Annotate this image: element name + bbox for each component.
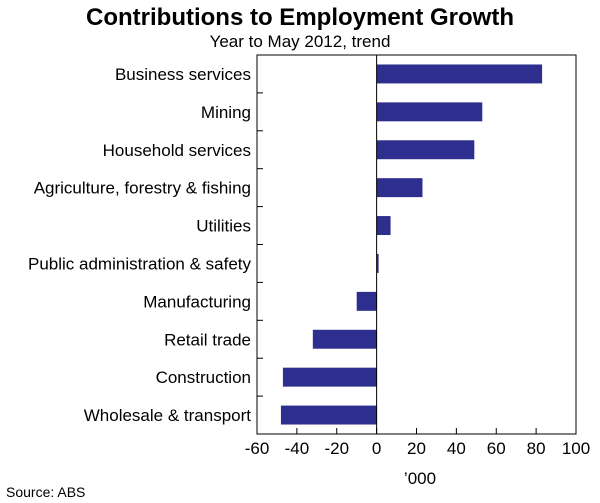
category-label-8: Construction xyxy=(156,368,251,387)
x-tick-label-2: -20 xyxy=(324,439,349,458)
x-tick-label-4: 20 xyxy=(407,439,426,458)
category-label-4: Utilities xyxy=(196,217,251,236)
chart-subtitle: Year to May 2012, trend xyxy=(210,32,391,51)
x-tick-label-0: -60 xyxy=(245,439,270,458)
x-tick-label-7: 80 xyxy=(527,439,546,458)
bar-2 xyxy=(376,140,475,160)
source-note: Source: ABS xyxy=(6,484,85,500)
x-tick-label-6: 60 xyxy=(487,439,506,458)
bar-5 xyxy=(376,253,379,273)
bar-7 xyxy=(312,329,377,349)
bar-1 xyxy=(376,102,483,122)
bar-8 xyxy=(282,367,377,387)
bar-6 xyxy=(356,291,377,311)
x-tick-label-8: 100 xyxy=(562,439,590,458)
category-label-7: Retail trade xyxy=(164,330,251,349)
bar-4 xyxy=(376,216,391,236)
x-tick-label-5: 40 xyxy=(447,439,466,458)
category-label-9: Wholesale & transport xyxy=(84,406,252,425)
x-tick-label-1: -40 xyxy=(285,439,310,458)
category-label-5: Public administration & safety xyxy=(28,254,251,273)
bar-9 xyxy=(280,405,377,425)
category-label-2: Household services xyxy=(103,141,251,160)
category-label-3: Agriculture, forestry & fishing xyxy=(34,179,251,198)
category-label-1: Mining xyxy=(201,103,251,122)
chart-title: Contributions to Employment Growth xyxy=(86,4,514,31)
bar-3 xyxy=(376,178,423,198)
x-tick-label-3: 0 xyxy=(372,439,381,458)
bar-0 xyxy=(376,64,543,84)
category-label-0: Business services xyxy=(115,65,251,84)
x-axis-unit-label: ’000 xyxy=(404,469,436,488)
category-label-6: Manufacturing xyxy=(143,292,251,311)
